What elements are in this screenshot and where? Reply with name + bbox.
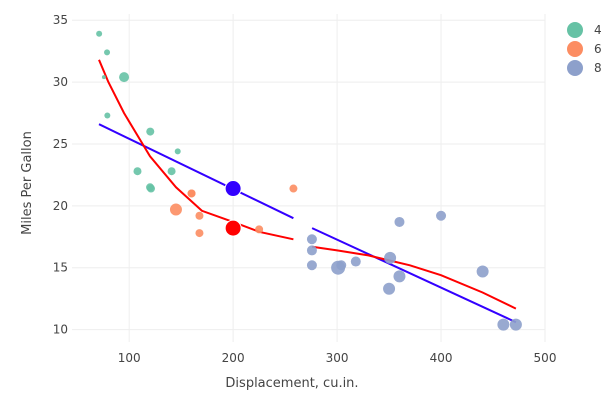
- fit-line: [311, 227, 517, 324]
- data-point-cyl-8[interactable]: [476, 265, 489, 278]
- x-tick-label: 500: [534, 351, 557, 365]
- data-point-cyl-4[interactable]: [147, 184, 156, 193]
- data-point-cyl-6[interactable]: [169, 203, 182, 216]
- data-point-cyl-4[interactable]: [104, 112, 111, 119]
- data-point-cyl-6[interactable]: [195, 211, 204, 220]
- data-point-cyl-8[interactable]: [383, 282, 396, 295]
- data-point-cyl-4[interactable]: [167, 167, 176, 176]
- data-point-cyl-4[interactable]: [174, 148, 181, 155]
- y-tick-label: 15: [53, 261, 68, 275]
- data-point-cyl-8[interactable]: [350, 256, 361, 267]
- x-tick-label: 100: [118, 351, 141, 365]
- y-tick-label: 20: [53, 199, 68, 213]
- y-tick-label: 35: [53, 13, 68, 27]
- data-point-cyl-8[interactable]: [509, 318, 522, 331]
- y-axis-title: Miles Per Gallon: [20, 131, 35, 235]
- grid: [72, 14, 546, 342]
- data-point-cyl-8[interactable]: [331, 260, 346, 275]
- data-point-cyl-4[interactable]: [101, 75, 106, 80]
- x-tick-label: 200: [222, 351, 245, 365]
- data-point-cyl-4[interactable]: [96, 30, 103, 37]
- legend-marker-6[interactable]: [567, 41, 583, 57]
- data-point-cyl-4[interactable]: [133, 167, 142, 176]
- x-axis-ticks: 100 200 300 400 500: [118, 351, 557, 365]
- legend-marker-8[interactable]: [567, 60, 583, 76]
- y-tick-label: 10: [53, 323, 68, 337]
- legend-label[interactable]: 6: [594, 42, 602, 56]
- data-point-cyl-6[interactable]: [289, 184, 298, 193]
- scatter-points: [96, 30, 522, 331]
- data-point-cyl-8[interactable]: [306, 234, 317, 245]
- data-point-cyl-8[interactable]: [306, 260, 317, 271]
- x-tick-label: 300: [326, 351, 349, 365]
- legend[interactable]: 4 6 8: [567, 22, 602, 76]
- fit-lines: [98, 59, 517, 324]
- data-point-cyl-4[interactable]: [146, 127, 155, 136]
- data-point-cyl-4[interactable]: [104, 49, 111, 56]
- data-point-cyl-8[interactable]: [393, 270, 406, 283]
- data-point-cyl-6[interactable]: [187, 189, 196, 198]
- x-tick-label: 400: [430, 351, 453, 365]
- legend-marker-4[interactable]: [567, 22, 583, 38]
- legend-label[interactable]: 4: [594, 23, 602, 37]
- data-point-cyl-8[interactable]: [394, 216, 405, 227]
- fit-line: [98, 59, 294, 241]
- data-point-cyl-8[interactable]: [306, 245, 317, 256]
- highlight-point[interactable]: [224, 180, 242, 198]
- y-axis-ticks: 10 15 20 25 30 35: [53, 13, 68, 336]
- highlight-point[interactable]: [224, 219, 242, 237]
- y-tick-label: 25: [53, 137, 68, 151]
- data-point-cyl-4[interactable]: [119, 72, 130, 83]
- y-tick-label: 30: [53, 75, 68, 89]
- fit-line: [98, 123, 294, 220]
- data-point-cyl-6[interactable]: [255, 225, 264, 234]
- data-point-cyl-8[interactable]: [384, 251, 397, 264]
- fit-line: [311, 245, 517, 310]
- data-point-cyl-6[interactable]: [195, 229, 204, 238]
- highlight-points: [224, 180, 242, 237]
- data-point-cyl-8[interactable]: [497, 318, 510, 331]
- legend-label[interactable]: 8: [594, 61, 602, 75]
- x-axis-title: Displacement, cu.in.: [225, 376, 358, 391]
- data-point-cyl-8[interactable]: [436, 210, 447, 221]
